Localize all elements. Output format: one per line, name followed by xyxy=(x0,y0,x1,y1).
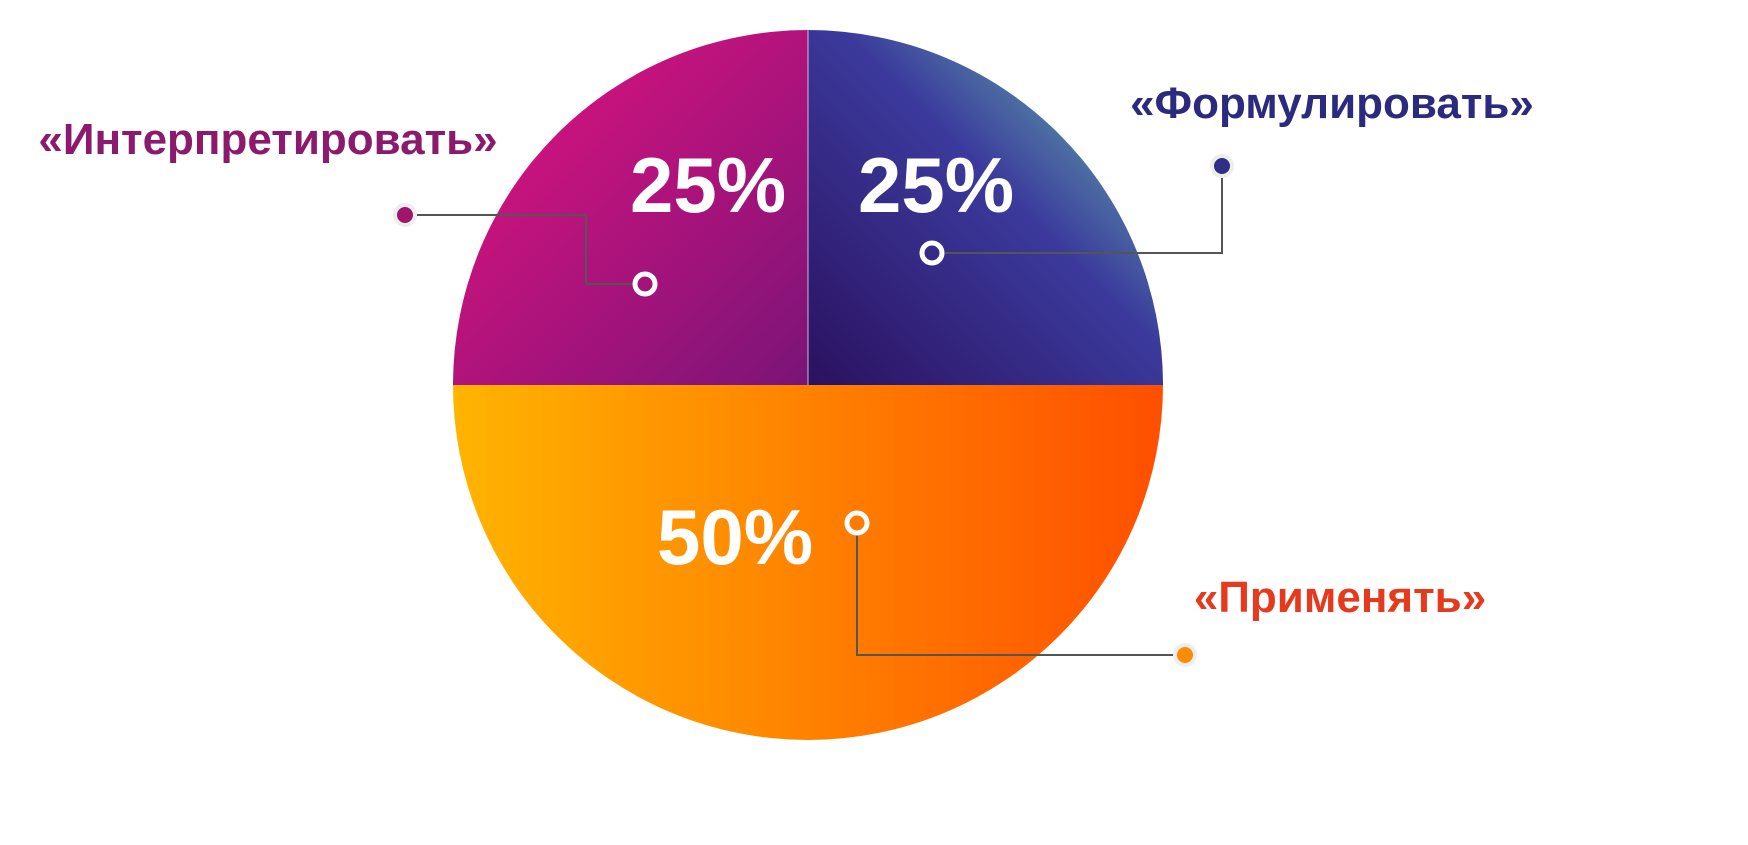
slice-anchor-apply xyxy=(844,510,870,536)
slice-anchor-formulate xyxy=(919,240,945,266)
category-label-formulate: «Формулировать» xyxy=(1130,79,1534,128)
marker-dot-formulate xyxy=(1210,154,1234,178)
value-label-apply: 50% xyxy=(657,493,813,581)
slice-apply xyxy=(453,385,1163,740)
slice-anchor-interpret xyxy=(632,271,658,297)
value-label-interpret: 25% xyxy=(630,141,786,229)
value-label-formulate: 25% xyxy=(858,141,1014,229)
slice-formulate xyxy=(808,30,1163,385)
leader-line-formulate xyxy=(945,166,1223,254)
slice-interpret xyxy=(453,30,808,385)
leader-line-apply xyxy=(856,535,1185,656)
marker-dot-apply xyxy=(1173,643,1197,667)
category-label-interpret: «Интерпретировать» xyxy=(38,115,497,164)
marker-dot-interpret xyxy=(393,203,417,227)
leader-line-interpret xyxy=(405,214,633,285)
category-label-apply: «Применять» xyxy=(1194,573,1486,622)
